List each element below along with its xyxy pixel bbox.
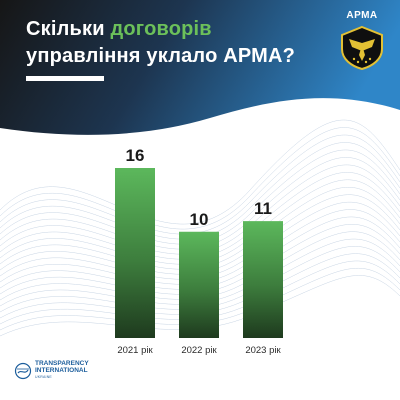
wave-line	[0, 179, 400, 265]
category-label-3: 2023 рік	[245, 345, 281, 356]
wave-line	[0, 231, 400, 301]
wave-line	[0, 187, 400, 270]
wave-line	[0, 157, 400, 250]
wave-line	[0, 275, 400, 337]
bar-1	[115, 168, 155, 338]
wave-line	[0, 209, 400, 285]
wave-line	[0, 127, 400, 230]
category-label-1: 2021 рік	[117, 345, 153, 356]
ti-logo-text: TRANSPARENCY INTERNATIONAL UKRAINE	[35, 360, 89, 381]
arma-logo: АРМА	[336, 10, 388, 76]
ti-line-1: TRANSPARENCY	[35, 360, 89, 367]
category-label-2: 2022 рік	[181, 345, 217, 356]
wave-line	[0, 134, 400, 235]
wave-line	[0, 119, 400, 225]
page-title: Скільки договорів управління уклало АРМА…	[26, 16, 316, 70]
wave-line	[0, 224, 400, 295]
transparency-international-logo: TRANSPARENCY INTERNATIONAL UKRAINE	[14, 360, 89, 381]
globe-icon	[14, 362, 32, 379]
title-part-1: Скільки	[26, 18, 111, 40]
wave-line	[0, 238, 400, 307]
wave-line	[0, 216, 400, 290]
wave-line	[0, 172, 400, 260]
data-label-1: 16	[126, 146, 145, 165]
wave-line	[0, 194, 400, 275]
header-background	[0, 0, 400, 135]
wave-line	[0, 260, 400, 325]
data-label-2: 10	[190, 210, 209, 229]
wave-line	[0, 164, 400, 255]
wave-line	[0, 201, 400, 280]
bar-2	[179, 231, 219, 338]
wave-line	[0, 268, 400, 331]
title-underline	[26, 76, 104, 81]
arma-logo-text: АРМА	[346, 10, 378, 21]
ti-line-2: INTERNATIONAL	[35, 367, 88, 374]
title-accent: договорів	[110, 18, 212, 40]
ti-line-3: UKRAINE	[35, 375, 52, 379]
wave-line	[0, 149, 400, 245]
title-part-2: управління уклало АРМА?	[26, 45, 296, 67]
wave-line	[0, 253, 400, 319]
shield-emblem-icon	[341, 25, 383, 71]
wave-line	[0, 246, 400, 313]
data-label-3: 11	[254, 199, 272, 218]
bar-3	[243, 221, 283, 338]
wave-line	[0, 142, 400, 240]
